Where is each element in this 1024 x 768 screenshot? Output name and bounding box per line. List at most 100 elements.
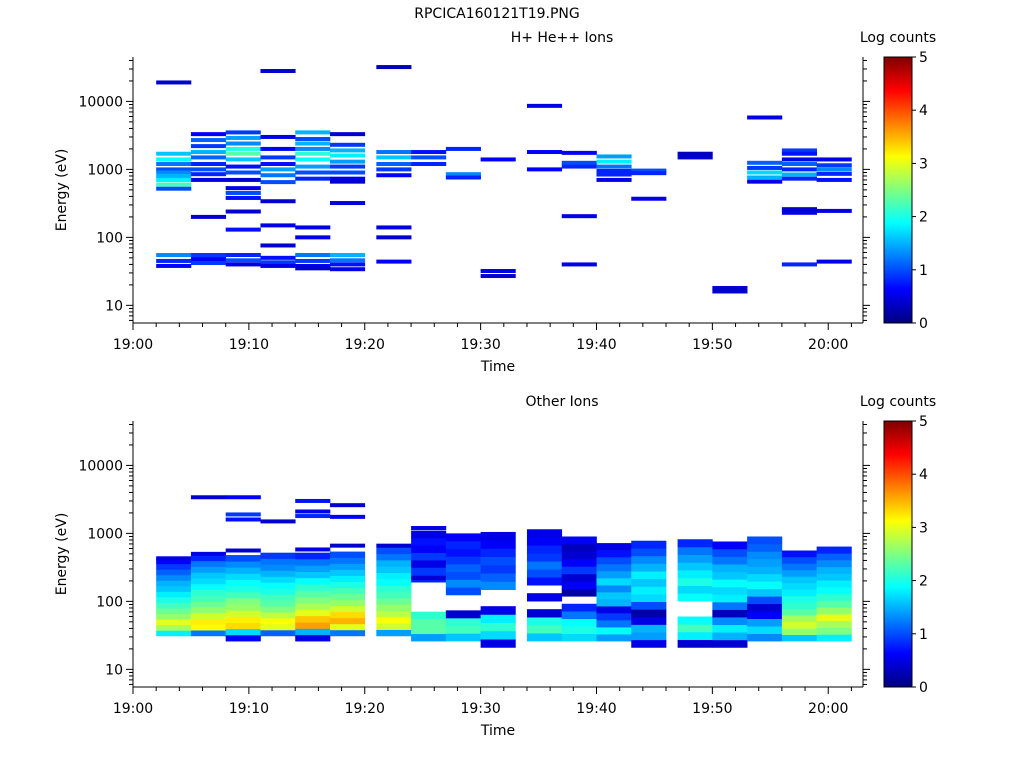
heatmap-cell (295, 263, 331, 268)
heatmap-cell (225, 567, 261, 574)
heatmap-cell (781, 628, 817, 635)
heatmap-cell (260, 199, 296, 204)
heatmap-cell (225, 135, 261, 140)
heatmap-cell (260, 570, 296, 577)
heatmap-cell (376, 167, 412, 172)
heatmap-cell (295, 157, 331, 162)
heatmap-cell (376, 173, 412, 178)
x-tick-label: 19:30 (460, 337, 500, 353)
heatmap-cell (747, 536, 783, 545)
heatmap-cells (156, 65, 852, 294)
colorbar-tick-label: 1 (919, 263, 928, 279)
heatmap-cell (156, 619, 192, 626)
heatmap-cell (631, 609, 667, 618)
heatmap-cell (260, 552, 296, 559)
heatmap-cell (816, 600, 852, 608)
heatmap-cell (816, 627, 852, 635)
heatmap-cell (295, 547, 331, 552)
heatmap-cell (631, 616, 667, 625)
heatmap-cell (329, 503, 366, 508)
heatmap-cell (781, 582, 817, 590)
colorbar-tick-label: 4 (919, 467, 928, 483)
heatmap-cell (712, 541, 748, 550)
heatmap-cell (376, 155, 412, 160)
heatmap-cell (480, 622, 516, 632)
heatmap-cell (781, 595, 817, 603)
heatmap-cell (295, 590, 331, 598)
colorbar: Log counts 0 1 2 3 4 5 (860, 30, 936, 332)
heatmap-cell (445, 541, 481, 550)
heatmap-cell (631, 632, 667, 641)
heatmap-cell (329, 179, 366, 184)
heatmap-cell (225, 157, 261, 162)
heatmap-cell (747, 543, 783, 552)
heatmap-cell (329, 132, 366, 137)
x-tick-label: 19:40 (576, 337, 616, 353)
heatmap-cell (561, 214, 597, 219)
x-tick-label: 20:00 (808, 337, 848, 353)
heatmap-cell (816, 620, 852, 628)
heatmap-cell (260, 146, 296, 151)
heatmap-cell (190, 253, 227, 258)
heatmap-cell (677, 593, 713, 602)
heatmap-cell (480, 531, 516, 541)
heatmap-cell (260, 263, 296, 268)
heatmap-cell (295, 628, 331, 636)
heatmap-cell (190, 595, 227, 602)
heatmap-cell (260, 606, 296, 613)
heatmap-cell (376, 162, 412, 167)
heatmap-cell (526, 150, 563, 155)
heatmap-cell (561, 618, 597, 627)
heatmap-cell (445, 172, 481, 177)
heatmap-cell (712, 639, 748, 648)
heatmap-cell (480, 274, 516, 279)
heatmap-cell (295, 596, 331, 604)
heatmap-cell (225, 579, 261, 587)
heatmap-cell (329, 611, 366, 619)
heatmap-cell (677, 562, 713, 571)
heatmap-cell (561, 611, 597, 620)
heatmap-cell (781, 151, 817, 156)
heatmap-cell (295, 634, 331, 642)
y-tick-label: 100 (96, 230, 123, 246)
heatmap-cell (225, 170, 261, 175)
heatmap-cell (411, 619, 447, 627)
heatmap-cell (376, 566, 412, 574)
heatmap-cell (747, 626, 783, 634)
heatmap-cell (480, 639, 516, 648)
heatmap-cell (260, 618, 296, 625)
heatmap-cell (190, 167, 227, 172)
heatmap-cell (561, 262, 597, 267)
heatmap-cell (260, 255, 296, 260)
heatmap-cell (596, 177, 632, 182)
heatmap-cell (596, 585, 632, 593)
heatmap-cell (411, 567, 447, 576)
heatmap-cell (225, 262, 261, 267)
heatmap-cell (295, 225, 331, 230)
heatmap-cell (295, 509, 331, 514)
heatmap-cell (712, 624, 748, 633)
heatmap-cell (190, 257, 227, 262)
heatmap-cell (526, 553, 563, 562)
heatmap-cell (225, 146, 261, 151)
heatmap-cell (712, 602, 748, 610)
heatmap-cell (631, 571, 667, 580)
y-axis-label: Energy (eV) (54, 149, 70, 232)
heatmap-cell (295, 622, 331, 629)
heatmap-cell (376, 604, 412, 611)
heatmap-cell (376, 616, 412, 624)
heatmap-cell (781, 589, 817, 597)
heatmap-cell (526, 103, 563, 108)
heatmap-cell (596, 557, 632, 565)
heatmap-cell (225, 585, 261, 593)
heatmap-cell (677, 585, 713, 594)
heatmap-cell (156, 586, 192, 592)
heatmap-cell (712, 571, 748, 580)
heatmap-cell (190, 132, 227, 137)
heatmap-cell (526, 633, 563, 642)
heatmap-cell (190, 578, 227, 585)
heatmap-cell (190, 155, 227, 160)
heatmap-cell (260, 594, 296, 601)
heatmap-cell (225, 610, 261, 617)
colorbar-tick-label: 3 (919, 156, 928, 172)
